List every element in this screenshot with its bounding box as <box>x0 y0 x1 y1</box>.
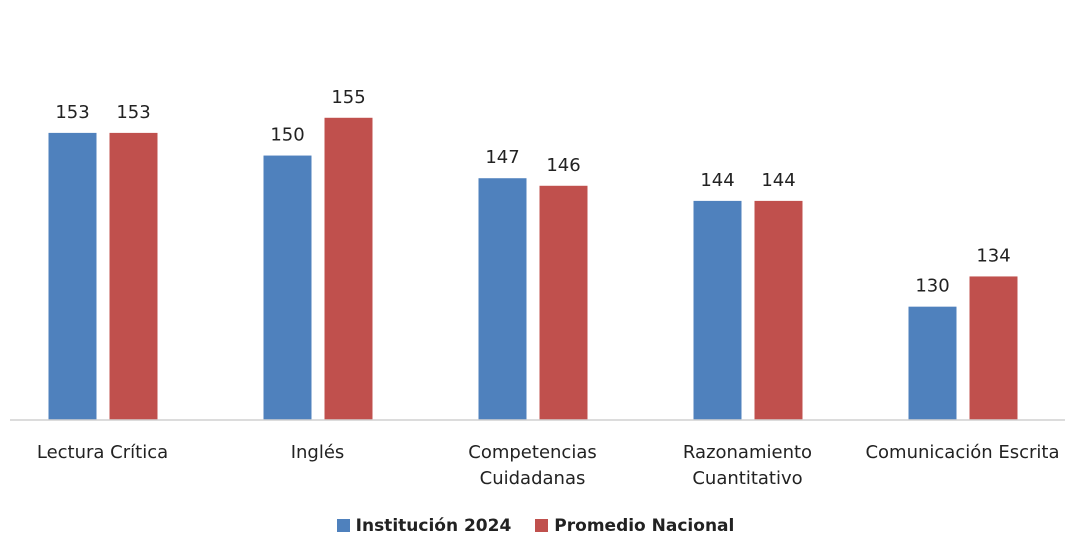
bar <box>324 117 373 421</box>
plot: 153 153 150 155 147 146 144 144 130 134 <box>10 87 1065 421</box>
bar <box>263 155 312 421</box>
data-label: 147 <box>485 147 519 168</box>
legend: Institución 2024 Promedio Nacional <box>0 516 1071 536</box>
data-label: 144 <box>700 170 734 191</box>
bar <box>969 276 1018 420</box>
bar <box>908 306 957 420</box>
data-label: 153 <box>55 102 89 123</box>
data-label: 155 <box>331 87 365 108</box>
legend-swatch <box>336 519 350 532</box>
legend-label: Promedio Nacional <box>554 516 735 536</box>
bar <box>48 132 97 420</box>
data-label: 130 <box>915 276 949 297</box>
x-tick-label: Competencias Cuidadanas <box>468 442 597 489</box>
legend-swatch <box>535 519 549 532</box>
legend-item: Promedio Nacional <box>535 516 734 536</box>
data-label: 153 <box>116 102 150 123</box>
bar <box>693 200 742 420</box>
legend-item: Institución 2024 <box>336 516 512 536</box>
data-label: 134 <box>976 245 1010 266</box>
x-tick-label: Comunicación Escrita <box>865 442 1060 463</box>
bar <box>478 178 527 420</box>
bar <box>754 200 803 420</box>
data-label: 146 <box>546 155 580 176</box>
legend-label: Institución 2024 <box>355 516 512 536</box>
x-tick-label: Razonamiento Cuantitativo <box>682 442 813 489</box>
data-label: 144 <box>761 170 795 191</box>
x-tick-label: Lectura Crítica <box>36 442 169 463</box>
bar <box>539 185 588 420</box>
data-label: 150 <box>270 125 304 146</box>
x-tick-label: Inglés <box>290 442 345 463</box>
bar <box>109 132 158 420</box>
